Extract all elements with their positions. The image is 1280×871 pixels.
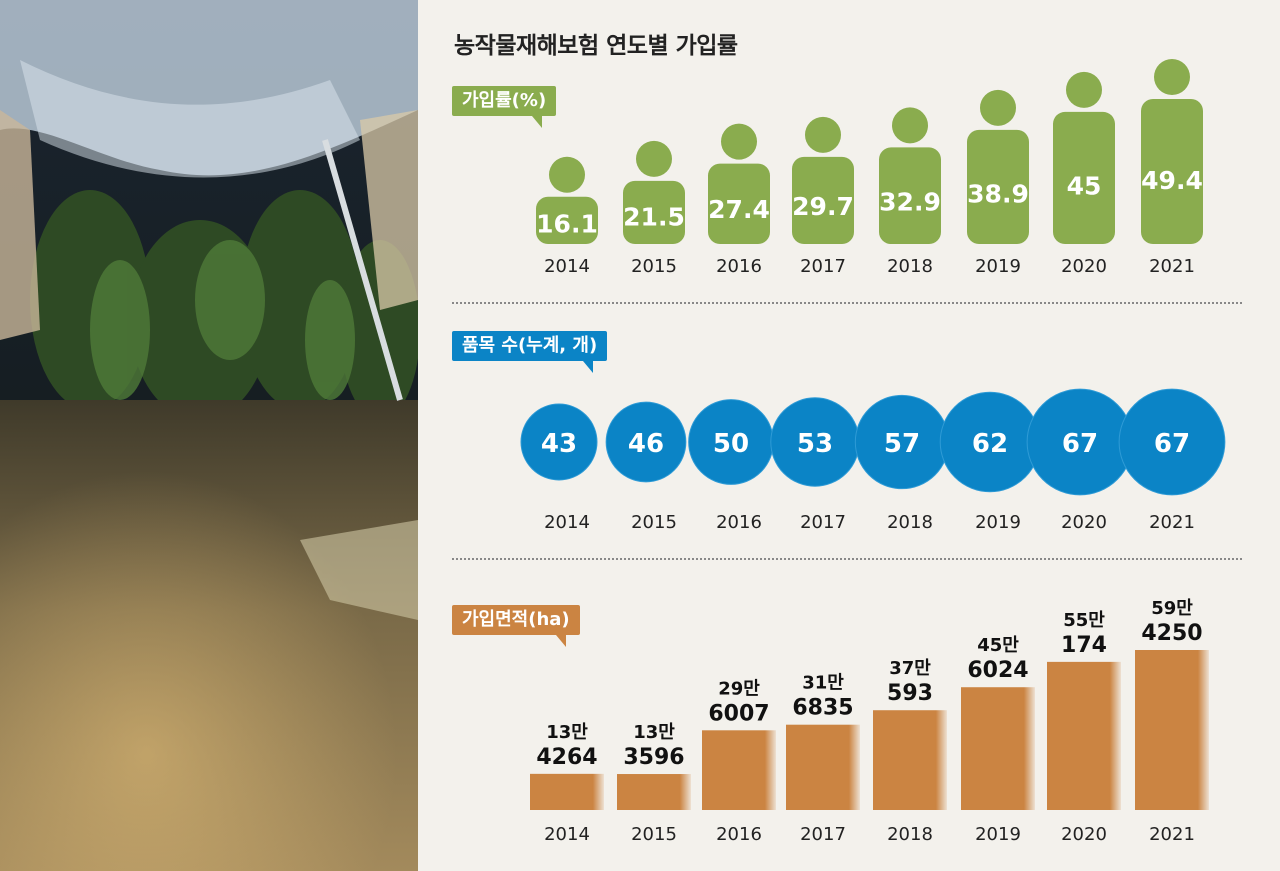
area-chart: 13만4264201413만3596201529만6007201631만6835… <box>530 598 1209 845</box>
rate-value-label: 29.7 <box>792 192 854 221</box>
area-value-label-bottom: 6007 <box>708 701 769 726</box>
year-tick-label: 2021 <box>1149 512 1195 533</box>
year-tick-label: 2021 <box>1149 256 1195 277</box>
area-value-label-top: 55만 <box>1063 610 1105 631</box>
item-count-label: 46 <box>628 429 664 459</box>
rate-value-label: 21.5 <box>623 203 685 232</box>
item-count-label: 53 <box>797 429 833 459</box>
year-tick-label: 2018 <box>887 512 933 533</box>
item-count-label: 57 <box>884 429 920 459</box>
items-chart: 43 2014 46 2015 50 2016 53 2017 57 2018 62 2019 67 20… <box>520 388 1226 533</box>
year-tick-label: 2017 <box>800 512 846 533</box>
year-tick-label: 2016 <box>716 512 762 533</box>
item-count-circle <box>520 403 598 481</box>
item-count-label: 67 <box>1154 429 1190 459</box>
year-tick-label: 2015 <box>631 512 677 533</box>
item-count-circle <box>605 401 687 483</box>
rate-bar <box>708 163 770 244</box>
item-count-label: 62 <box>972 429 1008 459</box>
divider <box>452 558 1242 560</box>
year-tick-label: 2016 <box>716 824 762 845</box>
rate-bar <box>967 129 1029 244</box>
year-tick-label: 2019 <box>975 824 1021 845</box>
area-value-label-top: 37만 <box>889 658 931 679</box>
rate-value-label: 38.9 <box>967 180 1029 209</box>
rate-bar <box>1141 99 1203 244</box>
chart-label-items: 품목 수(누계, 개) <box>452 331 608 373</box>
year-tick-label: 2019 <box>975 512 1021 533</box>
page-title: 농작물재해보험 연도별 가입률 <box>454 33 738 59</box>
chart-label-area: 가입면적(ha) <box>452 605 580 647</box>
rate-value-label: 27.4 <box>708 195 770 224</box>
person-head-icon <box>636 140 672 177</box>
item-count-label: 67 <box>1062 429 1098 459</box>
flooded-greenhouse-image <box>0 0 418 871</box>
area-value-label-bottom: 174 <box>1061 633 1107 658</box>
area-value-label-bottom: 3596 <box>623 745 684 770</box>
rate-bar <box>536 196 598 244</box>
area-bar <box>1047 661 1121 810</box>
rate-bar <box>879 147 941 244</box>
area-value-label-top: 13만 <box>546 722 588 743</box>
year-tick-label: 2015 <box>631 824 677 845</box>
year-tick-label: 2014 <box>544 256 590 277</box>
area-bar <box>617 774 691 810</box>
year-tick-label: 2016 <box>716 256 762 277</box>
person-head-icon <box>1066 71 1102 108</box>
year-tick-label: 2014 <box>544 512 590 533</box>
person-head-icon <box>980 89 1016 126</box>
item-count-label: 43 <box>541 429 577 459</box>
area-value-label-top: 13만 <box>633 722 675 743</box>
year-tick-label: 2015 <box>631 256 677 277</box>
year-tick-label: 2020 <box>1061 512 1107 533</box>
area-value-label-top: 59만 <box>1151 598 1193 619</box>
rate-bar <box>792 156 854 244</box>
rate-value-label: 45 <box>1067 172 1102 201</box>
area-bar <box>1135 650 1209 810</box>
area-value-label-bottom: 4264 <box>536 745 597 770</box>
year-tick-label: 2017 <box>800 256 846 277</box>
person-head-icon <box>805 116 841 153</box>
person-head-icon <box>1154 59 1190 95</box>
area-bar <box>786 724 860 810</box>
year-tick-label: 2019 <box>975 256 1021 277</box>
area-bar <box>530 773 604 810</box>
area-value-label-top: 31만 <box>802 673 844 694</box>
area-value-label-bottom: 6024 <box>967 658 1028 683</box>
year-tick-label: 2017 <box>800 824 846 845</box>
rate-bar <box>1053 111 1115 244</box>
year-tick-label: 2021 <box>1149 824 1195 845</box>
year-tick-label: 2014 <box>544 824 590 845</box>
chart-panel: 농작물재해보험 연도별 가입률 가입률(%) 16.1 2014 21.5 2015 2… <box>418 0 1280 871</box>
divider <box>452 302 1242 304</box>
area-value-label-top: 29만 <box>718 678 760 699</box>
rate-chart: 16.1 2014 21.5 2015 27.4 2016 29.7 2017 32.9 2018… <box>536 59 1203 277</box>
area-value-label-bottom: 4250 <box>1141 621 1202 646</box>
area-value-label-bottom: 6835 <box>792 696 853 721</box>
year-tick-label: 2020 <box>1061 256 1107 277</box>
person-head-icon <box>549 156 585 193</box>
person-head-icon <box>892 107 928 144</box>
area-value-label-top: 45만 <box>977 635 1019 656</box>
rate-value-label: 16.1 <box>536 210 598 239</box>
chart-label-rate: 가입률(%) <box>452 86 557 128</box>
area-value-label-bottom: 593 <box>887 681 933 706</box>
area-bar <box>961 687 1035 810</box>
area-bar <box>873 710 947 810</box>
rate-bar <box>623 180 685 244</box>
item-count-circle <box>1118 388 1226 496</box>
area-bar <box>702 730 776 810</box>
person-head-icon <box>721 123 757 160</box>
year-tick-label: 2018 <box>887 256 933 277</box>
rate-value-label: 32.9 <box>879 188 941 217</box>
year-tick-label: 2018 <box>887 824 933 845</box>
year-tick-label: 2020 <box>1061 824 1107 845</box>
item-count-label: 50 <box>713 429 749 459</box>
rate-value-label: 49.4 <box>1141 166 1203 195</box>
